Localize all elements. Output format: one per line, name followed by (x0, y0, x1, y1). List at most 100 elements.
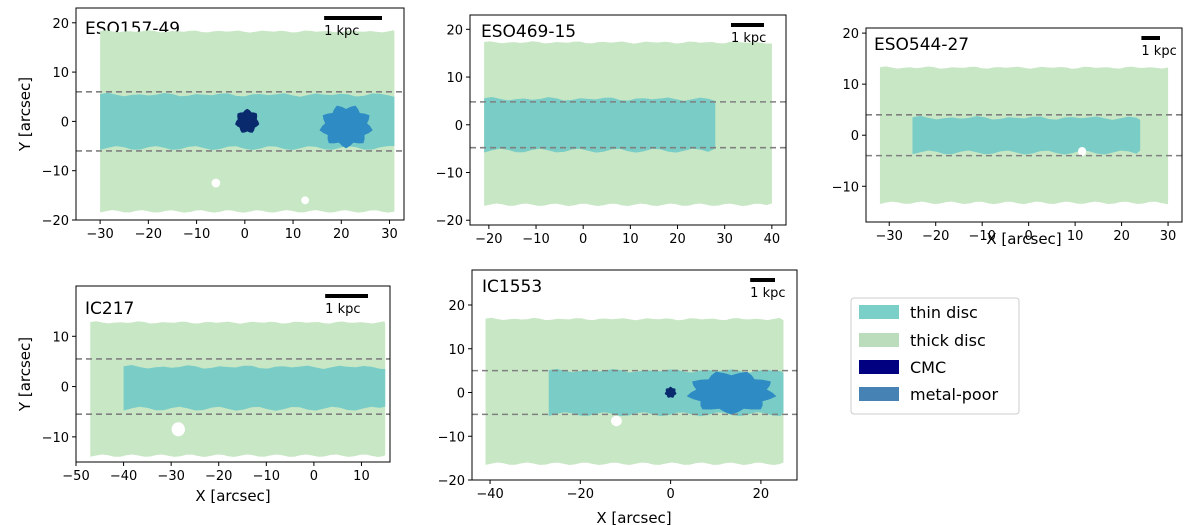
y-tick-label: 0 (457, 387, 465, 402)
x-tick-label: −20 (135, 227, 162, 242)
masked-hole (171, 422, 185, 437)
y-tick-label: −10 (42, 431, 69, 446)
y-tick-label: 0 (455, 119, 463, 134)
legend: thin disc thick disc CMC metal-poor (850, 297, 1020, 415)
panel-title: IC217 (85, 299, 134, 319)
x-tick-label: 10 (622, 232, 639, 247)
x-tick-label: −30 (86, 227, 113, 242)
axes-frame (471, 269, 798, 481)
legend-label-metal-poor: metal-poor (910, 385, 998, 404)
x-tick-label: 0 (666, 487, 674, 502)
scale-bar-label: 1 kpc (731, 31, 766, 46)
x-tick-label: −50 (62, 469, 89, 484)
panel-eso544: ESO544-27 −30 −20 −10 0 10 20 30 −10 0 10 20 X [arc… (832, 27, 1183, 248)
x-tick-label: 20 (669, 232, 686, 247)
thin-disc-region (123, 365, 386, 411)
y-axis-label: Y [arcsec] (16, 77, 34, 152)
x-tick-label: 0 (579, 232, 587, 247)
x-tick-label: 20 (1113, 229, 1130, 244)
x-tick-label: −10 (253, 469, 280, 484)
legend-label-thin: thin disc (910, 303, 978, 322)
plot-area (100, 30, 395, 213)
scale-bar-label: 1 kpc (750, 286, 785, 301)
y-tick-label: 10 (448, 343, 465, 358)
plot-area (485, 317, 784, 465)
y-tick-label: 0 (851, 129, 859, 144)
x-tick-label: 40 (764, 232, 781, 247)
plot-area (879, 66, 1169, 205)
x-tick-label: 0 (241, 227, 249, 242)
x-tick-label: −10 (183, 227, 210, 242)
y-tick-label: −10 (832, 180, 859, 195)
x-tick-label: −30 (157, 469, 184, 484)
x-tick-label: −20 (205, 469, 232, 484)
y-tick-label: −20 (42, 214, 69, 229)
plot-area (90, 321, 386, 457)
legend-swatch-cmc (859, 360, 899, 374)
panel-ic217: IC217 −50 −40 −30 −20 −10 0 10 −10 0 10 Y [arcsec]… (16, 285, 391, 505)
scale-bar-label: 1 kpc (325, 302, 360, 317)
x-tick-label: 0 (310, 469, 318, 484)
panel-title: ESO544-27 (874, 35, 969, 55)
y-tick-label: 0 (61, 115, 69, 130)
legend-swatch-thick (859, 333, 899, 347)
y-tick-label: 20 (52, 17, 69, 32)
y-tick-label: −10 (436, 167, 463, 182)
axes-frame (75, 7, 405, 221)
x-tick-label: 20 (753, 487, 770, 502)
x-tick-label: −10 (968, 229, 995, 244)
x-axis-label: X [arcsec] (596, 509, 671, 525)
x-tick-label: −30 (876, 229, 903, 244)
x-tick-label: 10 (353, 469, 370, 484)
x-tick-label: −10 (522, 232, 549, 247)
metal-poor-region (319, 105, 373, 149)
x-tick-label: 30 (716, 232, 733, 247)
y-tick-label: 20 (842, 27, 859, 42)
panel-title: ESO469-15 (481, 22, 576, 42)
x-axis-label: X [arcsec] (986, 230, 1061, 248)
x-tick-label: 20 (333, 227, 350, 242)
legend-swatch-metal-poor (859, 387, 899, 401)
panel-ic1553: IC1553 −40 −20 0 20 −20 −10 0 10 20 X [arcsec] 1 k… (438, 269, 798, 525)
x-tick-label: 10 (285, 227, 302, 242)
cmc-region (235, 108, 260, 133)
axes-frame (75, 285, 391, 463)
x-tick-label: −20 (922, 229, 949, 244)
y-tick-label: 10 (446, 71, 463, 86)
y-tick-label: 10 (842, 78, 859, 93)
x-tick-label: −40 (110, 469, 137, 484)
y-tick-label: 20 (448, 299, 465, 314)
legend-label-thick: thick disc (910, 331, 986, 350)
y-tick-label: −10 (42, 165, 69, 180)
x-tick-label: 10 (1067, 229, 1084, 244)
legend-label-cmc: CMC (910, 358, 946, 377)
y-tick-label: −20 (436, 214, 463, 229)
x-tick-label: −20 (475, 232, 502, 247)
x-tick-label: 30 (1160, 229, 1177, 244)
x-tick-label: −40 (476, 487, 503, 502)
masked-hole (1077, 146, 1087, 157)
cmc-region (664, 386, 677, 398)
axes-frame (469, 14, 787, 226)
y-tick-label: 20 (446, 23, 463, 38)
x-tick-label: −20 (567, 487, 594, 502)
y-tick-label: 10 (52, 66, 69, 81)
panel-eso469: ESO469-15 −20 −10 0 10 20 30 40 −20 −10 0 10 20 1 kp… (436, 14, 787, 247)
masked-hole (211, 178, 221, 188)
y-tick-label: 0 (61, 381, 69, 396)
thin-disc-region (912, 115, 1141, 155)
x-tick-label: 0 (1025, 229, 1033, 244)
x-axis-label: X [arcsec] (195, 487, 270, 505)
legend-swatch-thin (859, 305, 899, 319)
thin-disc-region (484, 97, 716, 153)
panel-title: IC1553 (482, 277, 542, 297)
y-tick-label: 10 (52, 330, 69, 345)
x-tick-label: 30 (381, 227, 398, 242)
axes-frame (865, 27, 1183, 223)
scale-bar-label: 1 kpc (1141, 44, 1176, 59)
scale-bar-label: 1 kpc (324, 24, 359, 39)
y-tick-label: −20 (438, 474, 465, 489)
plot-area (484, 41, 772, 207)
